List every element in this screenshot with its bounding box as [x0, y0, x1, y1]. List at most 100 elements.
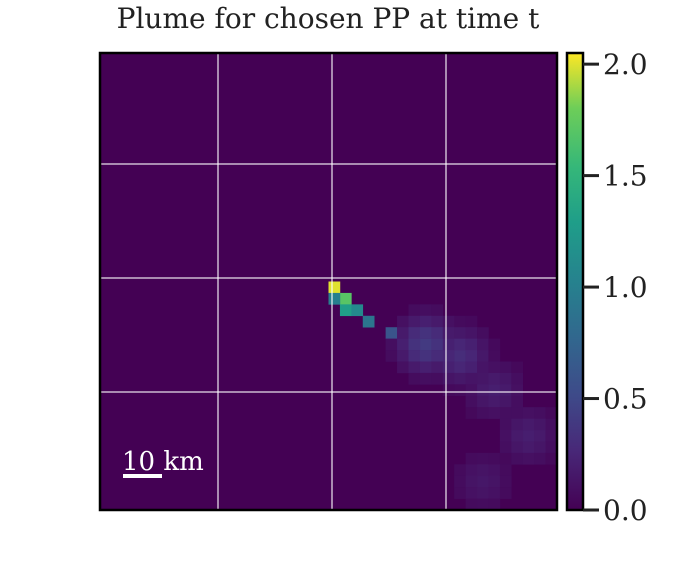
- heatmap-cell: [477, 452, 489, 465]
- heatmap-cell: [499, 430, 512, 442]
- heatmap-cell: [511, 441, 524, 454]
- heatmap-cell: [339, 292, 352, 305]
- heatmap-cell: [511, 384, 524, 397]
- heatmap-cell: [419, 372, 432, 385]
- heatmap-cell: [328, 292, 341, 305]
- heatmap-cell: [545, 418, 558, 431]
- heatmap-cell: [431, 327, 444, 339]
- heatmap-cell: [522, 418, 535, 431]
- heatmap-cell: [465, 372, 478, 385]
- heatmap-cell: [511, 430, 524, 442]
- heatmap-cell: [385, 350, 398, 362]
- heatmap-cell: [397, 338, 409, 351]
- heatmap-cell: [385, 338, 398, 351]
- heatmap-cell: [499, 372, 512, 385]
- heatmap-cell: [488, 452, 501, 465]
- heatmap-cell: [431, 361, 444, 374]
- heatmap-cell: [408, 338, 421, 351]
- heatmap-cell: [477, 487, 489, 499]
- heatmap-cell: [431, 338, 444, 351]
- heatmap-cell: [511, 361, 524, 374]
- heatmap-cell: [339, 304, 352, 317]
- colorbar: [565, 51, 585, 512]
- heatmap-cell: [477, 350, 489, 362]
- heatmap-cell: [419, 304, 432, 317]
- heatmap-cell: [419, 361, 432, 374]
- scale-bar-label: 10 km: [122, 447, 204, 477]
- heatmap-cell: [477, 475, 489, 488]
- heatmap-cell: [545, 430, 558, 442]
- heatmap-cell: [431, 304, 444, 317]
- heatmap-cell: [477, 395, 489, 408]
- heatmap-cell: [465, 361, 478, 374]
- heatmap-cell: [499, 441, 512, 454]
- colorbar-ticks: 0.0 0.5 1.0 1.5 2.0: [583, 48, 648, 527]
- heatmap-cell: [499, 407, 512, 419]
- heatmap-cell: [545, 452, 558, 465]
- heatmap-cell: [499, 487, 512, 499]
- heatmap-cell: [442, 338, 455, 351]
- heatmap-cell: [431, 372, 444, 385]
- heatmap-cell: [534, 430, 546, 442]
- heatmap-cell: [488, 338, 501, 351]
- heatmap-cell: [511, 372, 524, 385]
- heatmap-cell: [454, 464, 466, 477]
- heatmap-cell: [499, 418, 512, 431]
- heatmap-cell: [477, 327, 489, 339]
- heatmap-cell: [465, 395, 478, 408]
- heatmap-cell: [397, 350, 409, 362]
- heatmap-cell: [397, 315, 409, 328]
- colorbar-tick-label: 0.5: [603, 383, 648, 416]
- heatmap-cell: [442, 372, 455, 385]
- heatmap-cell: [534, 452, 546, 465]
- heatmap-cell: [465, 384, 478, 397]
- heatmap-cell: [351, 304, 364, 317]
- heatmap-cell: [454, 372, 466, 385]
- heatmap-cell: [522, 407, 535, 419]
- heatmap-cell: [465, 327, 478, 339]
- heatmap-cell: [465, 315, 478, 328]
- heatmap-cell: [397, 327, 409, 339]
- heatmap-cell: [499, 475, 512, 488]
- heatmap-cell: [488, 350, 501, 362]
- heatmap-cell: [534, 407, 546, 419]
- heatmap-cell: [488, 361, 501, 374]
- heatmap-cell: [488, 487, 501, 499]
- heatmap-cell: [408, 304, 421, 317]
- heatmap-cell: [454, 338, 466, 351]
- heatmap-cell: [397, 361, 409, 374]
- heatmap-cell: [408, 315, 421, 328]
- heatmap-cell: [328, 281, 341, 294]
- heatmap-cell: [477, 407, 489, 419]
- heatmap-cell: [477, 464, 489, 477]
- heatmap-cell: [419, 327, 432, 339]
- heatmap-cell: [465, 498, 478, 511]
- heatmap-cell: [477, 372, 489, 385]
- heatmap-cell: [477, 498, 489, 511]
- heatmap-cell: [465, 338, 478, 351]
- heatmap-cell: [545, 407, 558, 419]
- heatmap-cell: [408, 327, 421, 339]
- heatmap-cell: [408, 350, 421, 362]
- heatmap-cell: [465, 464, 478, 477]
- heatmap-cell: [442, 350, 455, 362]
- heatmap-cell: [499, 361, 512, 374]
- heatmap-cell: [362, 315, 375, 328]
- plot-frame: [98, 51, 559, 512]
- heatmap-cell: [511, 452, 524, 465]
- colorbar-tick-label: 0.0: [603, 494, 648, 527]
- heatmap-cell: [477, 361, 489, 374]
- heatmap-cell: [442, 315, 455, 328]
- heatmap-cell: [534, 418, 546, 431]
- heatmap-cell: [454, 475, 466, 488]
- heatmap-cell: [488, 464, 501, 477]
- heatmap-cell: [534, 441, 546, 454]
- colorbar-tick-label: 2.0: [603, 48, 648, 81]
- heatmap-cell: [499, 452, 512, 465]
- heatmap-cell: [499, 384, 512, 397]
- heatmap-cell: [419, 338, 432, 351]
- heatmap-cell: [488, 395, 501, 408]
- heatmap-cell: [499, 464, 512, 477]
- heatmap-cell: [488, 384, 501, 397]
